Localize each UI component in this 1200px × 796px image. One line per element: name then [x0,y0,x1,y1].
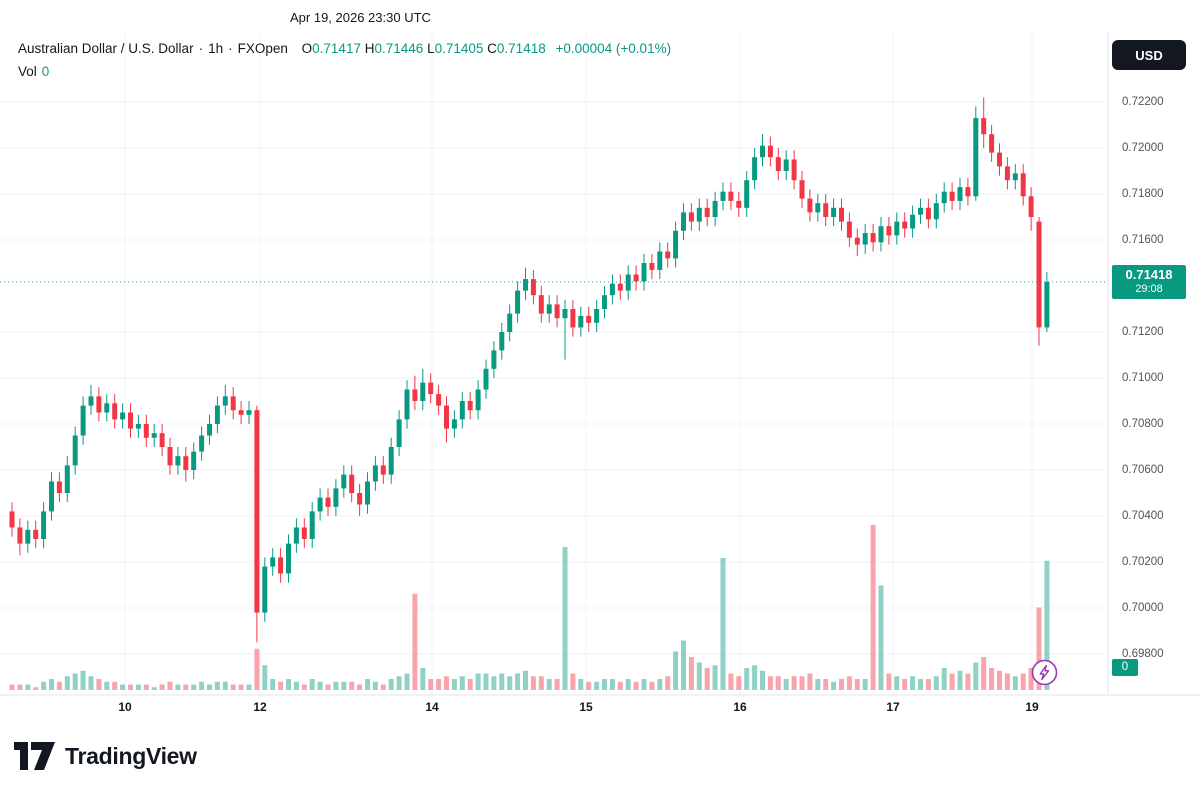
time-axis-label: 14 [425,700,439,714]
candlestick-series [9,97,1050,643]
currency-toggle-button[interactable]: USD [1112,40,1186,70]
current-price-value: 0.71418 [1125,266,1173,282]
exchange-label[interactable]: FXOpen [237,41,288,56]
price-axis-label: 0.71000 [1122,372,1164,384]
price-axis-label: 0.70200 [1122,556,1164,568]
current-price-badge: 0.71418 29:08 [1112,264,1186,299]
price-axis-label: 0.70400 [1122,510,1164,522]
symbol-title[interactable]: Australian Dollar / U.S. Dollar [18,41,194,56]
price-axis-label: 0.71200 [1122,326,1164,338]
change-value: +0.00004 (+0.01%) [555,41,672,56]
close-label: C [487,41,497,56]
price-axis-label: 0.71800 [1122,188,1164,200]
tradingview-logo-mark [14,742,55,770]
volume-axis-badge: 0 [1112,659,1138,676]
time-axis-label: 12 [253,700,267,714]
chart-legend: Australian Dollar / U.S. Dollar · 1h · FXOpe… [18,41,671,56]
legend-separator: · [198,41,204,56]
volume-legend: Vol 0 [18,64,49,79]
time-axis-label: 19 [1025,700,1039,714]
grid-layer [0,32,1200,696]
close-value: 0.71418 [496,41,546,56]
interval-label[interactable]: 1h [208,41,224,56]
time-axis-label: 16 [733,700,747,714]
price-axis-label: 0.72000 [1122,142,1164,154]
time-axis-label: 15 [579,700,593,714]
price-axis[interactable]: 0.72200 0.72000 0.71800 0.71600 0.71200 0.710… [1109,32,1200,695]
legend-separator: · [228,41,233,56]
lightning-icon[interactable] [1030,658,1059,687]
time-axis-label: 17 [886,700,900,714]
price-axis-label: 0.72200 [1122,96,1164,108]
tradingview-logo-text: TradingView [65,742,197,769]
price-axis-label: 0.70600 [1122,464,1164,476]
low-value: 0.71405 [434,41,484,56]
time-axis-label: 10 [118,700,132,714]
low-label: L [427,41,435,56]
price-axis-label: 0.70000 [1122,602,1164,614]
volume-label: Vol [18,64,37,79]
price-axis-label: 0.70800 [1122,418,1164,430]
tradingview-logo[interactable]: TradingView [14,742,197,770]
volume-series [9,525,1050,690]
time-axis[interactable]: 10 12 14 15 16 17 19 [0,696,1108,722]
volume-value: 0 [41,64,50,79]
price-axis-label: 0.71600 [1122,234,1164,246]
open-label: O [301,41,313,56]
bar-countdown: 29:08 [1135,282,1163,295]
high-value: 0.71446 [374,41,424,56]
chart-timestamp: Apr 19, 2026 23:30 UTC [290,10,431,25]
open-value: 0.71417 [312,41,361,56]
price-axis-label: 0.69800 [1122,648,1164,660]
high-label: H [364,41,375,56]
